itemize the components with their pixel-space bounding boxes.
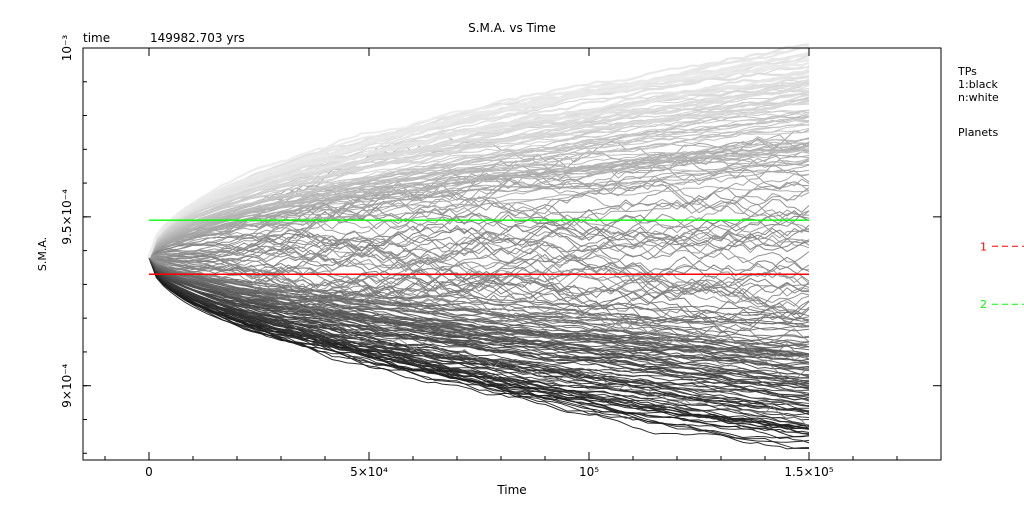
tp-track (148, 208, 810, 259)
y-axis-label: S.M.A. (36, 237, 49, 271)
tp-track (148, 257, 810, 300)
tp-track (148, 221, 810, 285)
legend-planet-label: 2 (980, 298, 987, 311)
tp-track (148, 248, 810, 367)
tp-track (148, 257, 810, 390)
test-particle-tracks (147, 43, 810, 450)
tp-track (148, 131, 810, 258)
tp-track (148, 257, 810, 358)
planet-lines (149, 219, 809, 275)
tp-track (148, 256, 810, 323)
legend-tp-first: 1:black (958, 78, 999, 91)
tp-track (148, 192, 810, 258)
tp-track (148, 121, 810, 258)
tp-track (148, 257, 810, 317)
tp-track (148, 257, 810, 387)
tp-track (148, 185, 810, 258)
legend-planet-entries: 12 (980, 240, 1024, 311)
x-tick-label: 1.5×10⁵ (784, 465, 833, 479)
tp-track (148, 99, 810, 258)
tp-track (148, 257, 810, 394)
tp-track (148, 256, 810, 429)
tp-track (148, 150, 810, 258)
tp-track (148, 223, 810, 269)
tp-track (148, 257, 810, 430)
tp-track (148, 217, 810, 281)
tp-track (148, 214, 810, 261)
tp-track (147, 70, 810, 258)
tp-track (148, 256, 810, 346)
tp-track (148, 257, 810, 303)
tp-track (148, 257, 810, 404)
tp-track (148, 257, 810, 443)
tp-track (148, 252, 810, 312)
time-label: time (83, 31, 110, 45)
x-axis-label: Time (496, 483, 526, 497)
tp-track (148, 111, 810, 258)
y-tick-label: 9×10⁻⁴ (60, 363, 74, 407)
x-tick-label: 5×10⁴ (350, 465, 388, 479)
tp-track (148, 223, 810, 267)
tp-track (148, 237, 810, 305)
tp-track (148, 257, 810, 388)
tp-track (148, 255, 810, 300)
tp-track (148, 257, 809, 386)
tp-track (148, 211, 810, 258)
y-tick-label: 9.5×10⁻⁴ (60, 189, 74, 245)
tp-track (148, 257, 810, 407)
tp-track (148, 225, 810, 259)
tp-track (148, 150, 810, 258)
y-tick-label: 10⁻³ (60, 35, 74, 62)
x-tick-label: 10⁵ (579, 465, 599, 479)
time-value: 149982.703 yrs (150, 31, 245, 45)
legend: TPs 1:black n:white Planets 12 (957, 65, 1024, 311)
tp-track (148, 240, 810, 279)
tp-track (147, 57, 810, 258)
plot-frame (82, 47, 942, 461)
tp-track (148, 169, 810, 258)
tp-track (148, 257, 810, 387)
tp-track (148, 248, 810, 304)
tp-track (148, 257, 810, 396)
tp-track (148, 257, 810, 357)
tp-track (148, 257, 810, 366)
x-axis-ticks: 0 5×10⁴ 10⁵ 1.5×10⁵ (104, 48, 942, 479)
tp-track (148, 257, 810, 397)
tp-track (148, 169, 810, 258)
tp-track (148, 224, 810, 266)
tp-track (148, 257, 810, 438)
x-tick-label: 0 (145, 465, 153, 479)
tp-track (147, 78, 810, 258)
tp-track (148, 109, 810, 258)
chart-title: S.M.A. vs Time (468, 21, 556, 35)
legend-tp-last: n:white (958, 91, 999, 104)
tp-track (148, 181, 810, 258)
legend-planet-label: 1 (980, 240, 987, 253)
tp-track (148, 229, 810, 309)
tp-track (148, 245, 810, 286)
tp-track (147, 59, 810, 258)
legend-tp-title: TPs (957, 65, 977, 78)
tp-track (148, 257, 810, 426)
tp-track (147, 68, 810, 258)
y-axis-ticks: 9×10⁻⁴ 9.5×10⁻⁴ 10⁻³ (60, 35, 941, 454)
legend-planets-title: Planets (958, 126, 998, 139)
